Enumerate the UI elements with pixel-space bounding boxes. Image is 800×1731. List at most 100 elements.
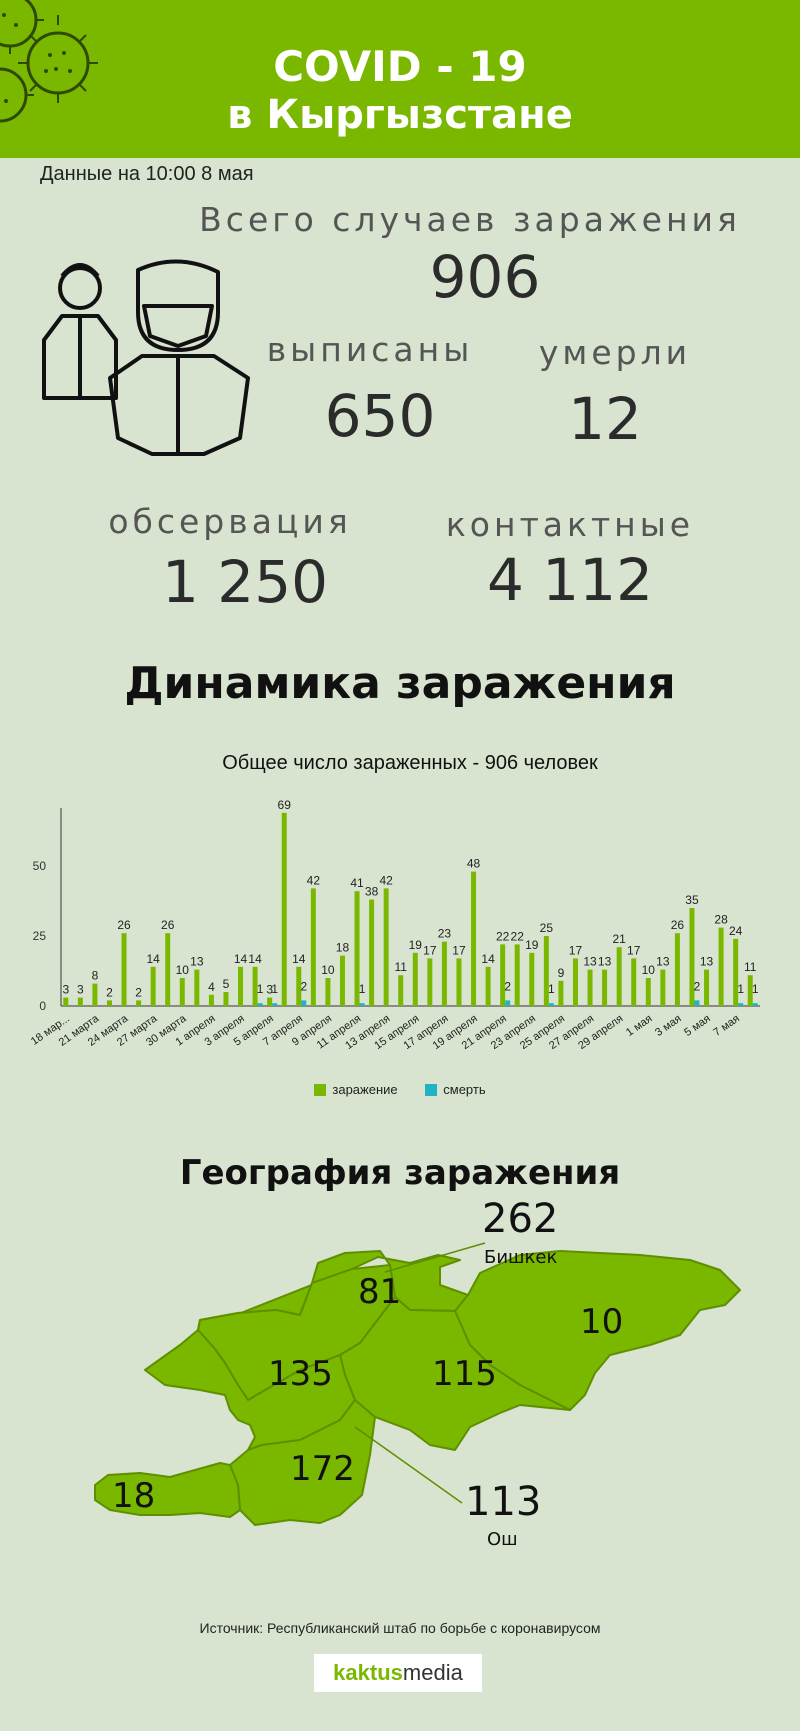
- region-label-osh: Ош: [487, 1529, 518, 1550]
- bar-label-infection: 17: [452, 943, 466, 957]
- bar-infection: [325, 978, 331, 1006]
- total-value: 906: [429, 243, 541, 311]
- region-value-issyk-kul: 10: [580, 1302, 623, 1342]
- bar-infection: [471, 871, 477, 1006]
- bar-label-infection: 10: [321, 963, 335, 977]
- bar-label-infection: 14: [248, 952, 262, 966]
- bar-label-infection: 3: [62, 983, 69, 997]
- bar-infection: [660, 969, 666, 1006]
- bar-infection: [136, 1000, 142, 1006]
- bar-infection: [179, 978, 185, 1006]
- bar-label-death: 1: [548, 982, 555, 996]
- bar-label-death: 1: [737, 982, 744, 996]
- bar-label-infection: 28: [714, 913, 728, 927]
- bar-infection: [296, 966, 302, 1006]
- bar-label-infection: 21: [612, 932, 626, 946]
- bar-infection: [529, 952, 535, 1006]
- x-tick-label: 7 мая: [711, 1013, 742, 1039]
- header-banner: COVID - 19 в Кыргызстане: [0, 0, 800, 158]
- bar-label-infection: 2: [106, 985, 113, 999]
- bar-label-infection: 13: [656, 955, 670, 969]
- region-value-batken: 18: [112, 1476, 155, 1516]
- y-tick-label: 0: [39, 999, 46, 1013]
- bar-label-infection: 8: [92, 969, 99, 983]
- bar-infection: [674, 933, 680, 1006]
- bar-infection: [616, 947, 622, 1006]
- observation-label: обсервация: [108, 502, 352, 541]
- bar-label-infection: 13: [598, 955, 612, 969]
- bar-infection: [194, 969, 200, 1006]
- bar-infection: [63, 997, 69, 1006]
- bar-label-infection: 19: [525, 938, 539, 952]
- bar-infection: [718, 927, 724, 1006]
- y-tick-label: 50: [33, 859, 47, 873]
- bar-label-death: 2: [694, 979, 701, 993]
- bar-infection: [238, 966, 244, 1006]
- bar-infection: [587, 969, 593, 1006]
- bar-infection: [689, 908, 695, 1006]
- bar-label-infection: 26: [671, 918, 685, 932]
- bar-infection: [704, 969, 710, 1006]
- recovered-value: 650: [324, 382, 436, 450]
- bar-infection: [252, 966, 258, 1006]
- region-value-chui: 81: [358, 1272, 401, 1312]
- bar-infection: [223, 992, 229, 1006]
- legend-swatch-infection: [314, 1084, 327, 1096]
- bar-infection: [281, 812, 287, 1006]
- bar-infection: [267, 997, 273, 1006]
- bar-label-infection: 13: [190, 955, 204, 969]
- bar-label-infection: 69: [278, 798, 292, 812]
- region-value-talas: 135: [268, 1354, 333, 1394]
- region-map: 262 Бишкек 81 10 135 115 172 113 Ош 18: [94, 1196, 741, 1550]
- bar-infection: [427, 958, 433, 1006]
- legend-label-death: смерть: [443, 1082, 486, 1097]
- bar-label-death: 1: [359, 982, 366, 996]
- bar-label-infection: 23: [438, 927, 452, 941]
- header-title: COVID - 19: [273, 42, 527, 91]
- source-text: Источник: Республиканский штаб по борьбе…: [199, 1620, 601, 1636]
- bar-infection: [602, 969, 608, 1006]
- total-label: Всего случаев заражения: [199, 200, 741, 239]
- bar-label-infection: 10: [176, 963, 190, 977]
- bar-infection: [631, 958, 637, 1006]
- x-tick-label: 5 мая: [682, 1013, 713, 1039]
- bar-death: [359, 1003, 365, 1006]
- bar-label-infection: 17: [423, 943, 437, 957]
- bar-label-infection: 35: [685, 893, 699, 907]
- bar-death: [301, 1000, 307, 1006]
- bar-label-infection: 48: [467, 857, 481, 871]
- logo-part1: kaktus: [333, 1660, 403, 1685]
- bar-label-infection: 5: [223, 977, 230, 991]
- died-label: умерли: [538, 333, 692, 372]
- bar-label-infection: 14: [146, 952, 160, 966]
- recovered-label: выписаны: [266, 330, 474, 369]
- header-subtitle: в Кыргызстане: [227, 92, 573, 138]
- bar-label-infection: 14: [234, 952, 248, 966]
- bar-death: [257, 1003, 263, 1006]
- bar-label-infection: 26: [161, 918, 175, 932]
- bar-infection: [398, 975, 404, 1006]
- bar-label-infection: 2: [135, 985, 142, 999]
- bar-infection: [558, 980, 564, 1006]
- bar-label-infection: 13: [583, 955, 597, 969]
- bar-infection: [369, 899, 375, 1006]
- bar-infection: [645, 978, 651, 1006]
- bar-label-infection: 14: [292, 952, 306, 966]
- bar-label-infection: 3: [77, 983, 84, 997]
- bar-infection: [441, 941, 447, 1006]
- bar-infection: [747, 975, 753, 1006]
- bar-label-infection: 42: [379, 873, 393, 887]
- bar-infection: [165, 933, 171, 1006]
- bar-infection: [572, 958, 578, 1006]
- region-label-bishkek: Бишкек: [484, 1247, 557, 1268]
- bar-infection: [339, 955, 345, 1006]
- bar-label-infection: 18: [336, 941, 350, 955]
- bar-label-infection: 24: [729, 924, 743, 938]
- bar-death: [272, 1003, 278, 1006]
- bar-infection: [92, 983, 98, 1006]
- bar-infection: [354, 891, 360, 1006]
- bar-label-death: 1: [752, 982, 759, 996]
- bar-infection: [456, 958, 462, 1006]
- bar-infection: [543, 936, 549, 1006]
